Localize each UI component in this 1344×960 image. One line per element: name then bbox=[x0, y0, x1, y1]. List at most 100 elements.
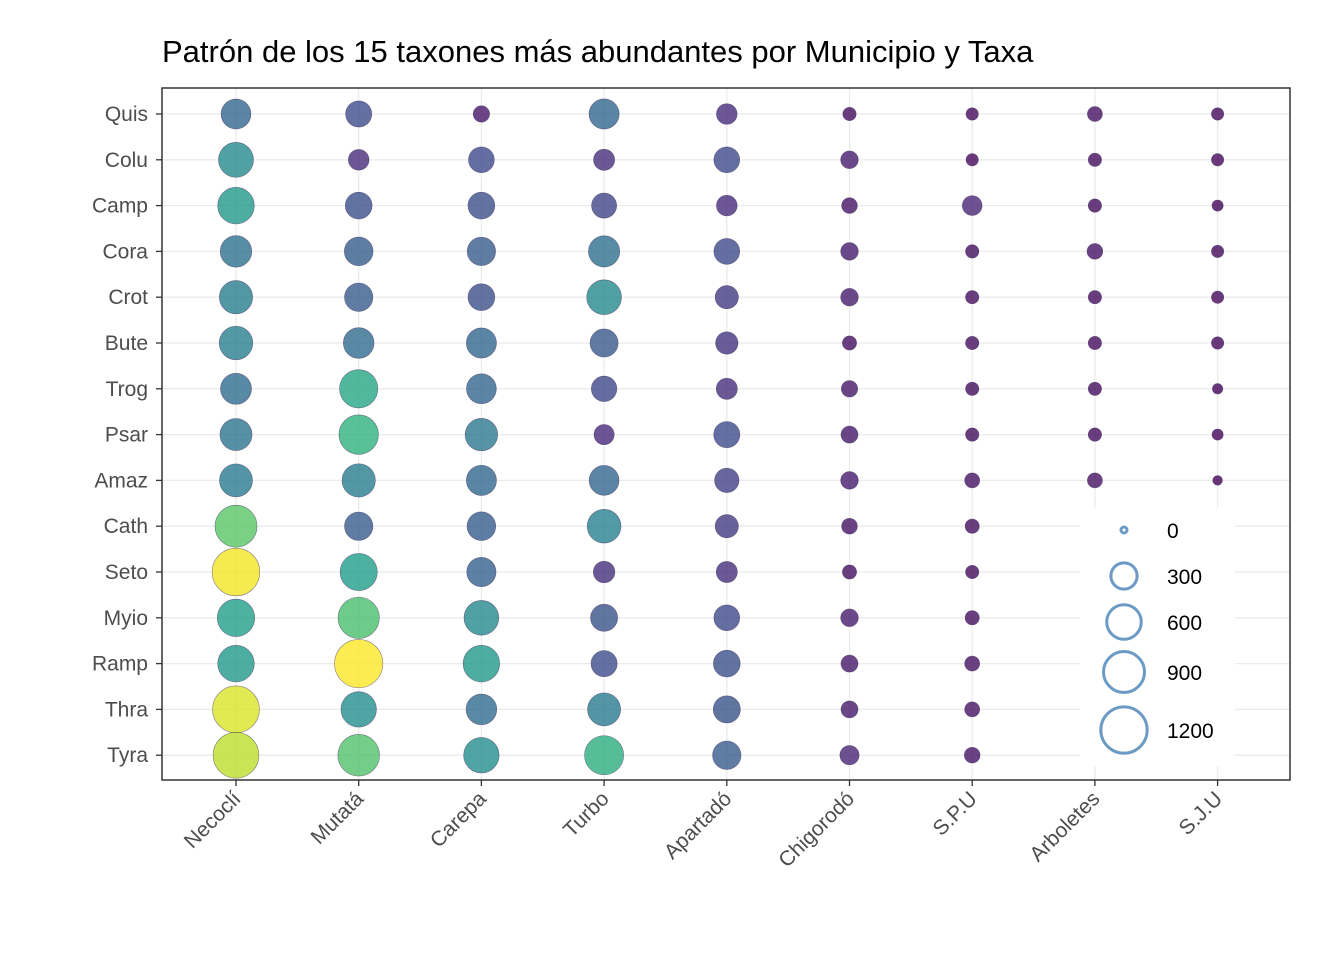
data-point bbox=[463, 737, 500, 774]
data-point bbox=[586, 279, 622, 315]
legend-background bbox=[1080, 508, 1235, 766]
y-tick-label: Ramp bbox=[92, 653, 148, 676]
data-point bbox=[840, 425, 859, 444]
y-tick-label: Thra bbox=[105, 698, 149, 721]
data-point bbox=[344, 511, 374, 541]
data-points bbox=[211, 98, 1225, 779]
legend-key-label: 900 bbox=[1167, 662, 1202, 685]
data-point bbox=[591, 192, 617, 219]
legend-key-label: 0 bbox=[1167, 520, 1179, 543]
data-point bbox=[337, 734, 380, 777]
y-tick-label: Seto bbox=[105, 561, 148, 584]
data-point bbox=[466, 373, 497, 405]
data-point bbox=[1086, 243, 1104, 260]
data-point bbox=[716, 194, 738, 217]
data-point bbox=[842, 564, 857, 580]
data-point bbox=[840, 471, 859, 490]
data-point bbox=[587, 692, 621, 727]
data-point bbox=[965, 153, 979, 167]
data-point bbox=[592, 560, 616, 584]
data-point bbox=[714, 285, 739, 310]
y-tick-label: Amaz bbox=[94, 469, 148, 492]
data-point bbox=[965, 244, 980, 259]
data-point bbox=[1211, 244, 1225, 258]
data-point bbox=[842, 335, 857, 351]
data-point bbox=[344, 191, 373, 220]
data-point bbox=[712, 740, 742, 770]
data-point bbox=[218, 325, 254, 361]
data-point bbox=[466, 511, 497, 541]
y-tick-label: Psar bbox=[105, 424, 148, 447]
data-point bbox=[1087, 106, 1103, 122]
data-point bbox=[464, 418, 498, 452]
data-point bbox=[220, 373, 252, 405]
y-tick-label: Camp bbox=[92, 195, 148, 218]
data-point bbox=[211, 547, 261, 597]
y-tick-label: Crot bbox=[108, 286, 148, 309]
data-point bbox=[1087, 152, 1102, 167]
data-point bbox=[467, 283, 496, 311]
data-point bbox=[965, 381, 980, 396]
data-point bbox=[1211, 153, 1225, 167]
data-point bbox=[964, 610, 980, 626]
legend-key-circle bbox=[1105, 603, 1143, 641]
data-point bbox=[712, 695, 741, 724]
data-point bbox=[588, 465, 620, 496]
data-point bbox=[344, 282, 374, 312]
data-point bbox=[714, 514, 739, 539]
y-tick-label: Tyra bbox=[107, 744, 148, 767]
data-point bbox=[348, 149, 370, 171]
data-point bbox=[964, 472, 981, 489]
data-point bbox=[219, 235, 253, 268]
legend-key-circle bbox=[1109, 561, 1139, 591]
data-point bbox=[964, 701, 981, 718]
legend-key-circle bbox=[1099, 705, 1149, 755]
data-point bbox=[1211, 290, 1225, 304]
legend-key-label: 300 bbox=[1167, 566, 1202, 589]
data-point bbox=[1087, 381, 1102, 396]
data-point bbox=[466, 327, 497, 359]
data-point bbox=[840, 654, 859, 673]
data-point bbox=[713, 146, 741, 174]
data-point bbox=[962, 195, 983, 216]
y-tick-label: Colu bbox=[105, 149, 148, 172]
data-point bbox=[345, 100, 373, 128]
data-point bbox=[463, 600, 500, 636]
data-point bbox=[591, 375, 618, 402]
legend-key-circle bbox=[1119, 525, 1129, 535]
data-point bbox=[1211, 199, 1224, 212]
x-tick-label: S.P.U bbox=[929, 787, 982, 840]
data-point bbox=[840, 608, 859, 627]
data-point bbox=[1212, 383, 1224, 395]
data-point bbox=[337, 596, 380, 639]
legend-key-circle bbox=[1102, 650, 1146, 694]
data-point bbox=[466, 236, 496, 266]
data-point bbox=[219, 418, 253, 451]
data-point bbox=[588, 235, 621, 268]
y-tick-label: Quis bbox=[105, 103, 148, 126]
data-point bbox=[841, 197, 858, 214]
data-point bbox=[965, 107, 979, 121]
data-point bbox=[840, 150, 859, 169]
data-point bbox=[584, 735, 624, 776]
data-point bbox=[840, 242, 859, 261]
data-point bbox=[212, 731, 260, 779]
data-point bbox=[217, 644, 255, 683]
data-point bbox=[589, 328, 619, 358]
data-point bbox=[1211, 336, 1225, 350]
data-point bbox=[840, 380, 859, 398]
data-point bbox=[214, 504, 258, 548]
data-point bbox=[338, 414, 379, 455]
data-point bbox=[842, 107, 857, 121]
data-point bbox=[468, 146, 495, 174]
data-point bbox=[715, 561, 738, 583]
data-point bbox=[840, 700, 859, 719]
data-point bbox=[219, 280, 253, 315]
data-point bbox=[467, 191, 496, 220]
data-point bbox=[1211, 428, 1224, 441]
x-tick-label: Carepa bbox=[426, 787, 491, 852]
data-point bbox=[340, 691, 377, 728]
chart-title: Patrón de los 15 taxones más abundantes … bbox=[162, 34, 1034, 69]
data-point bbox=[716, 103, 738, 125]
data-point bbox=[466, 557, 497, 587]
